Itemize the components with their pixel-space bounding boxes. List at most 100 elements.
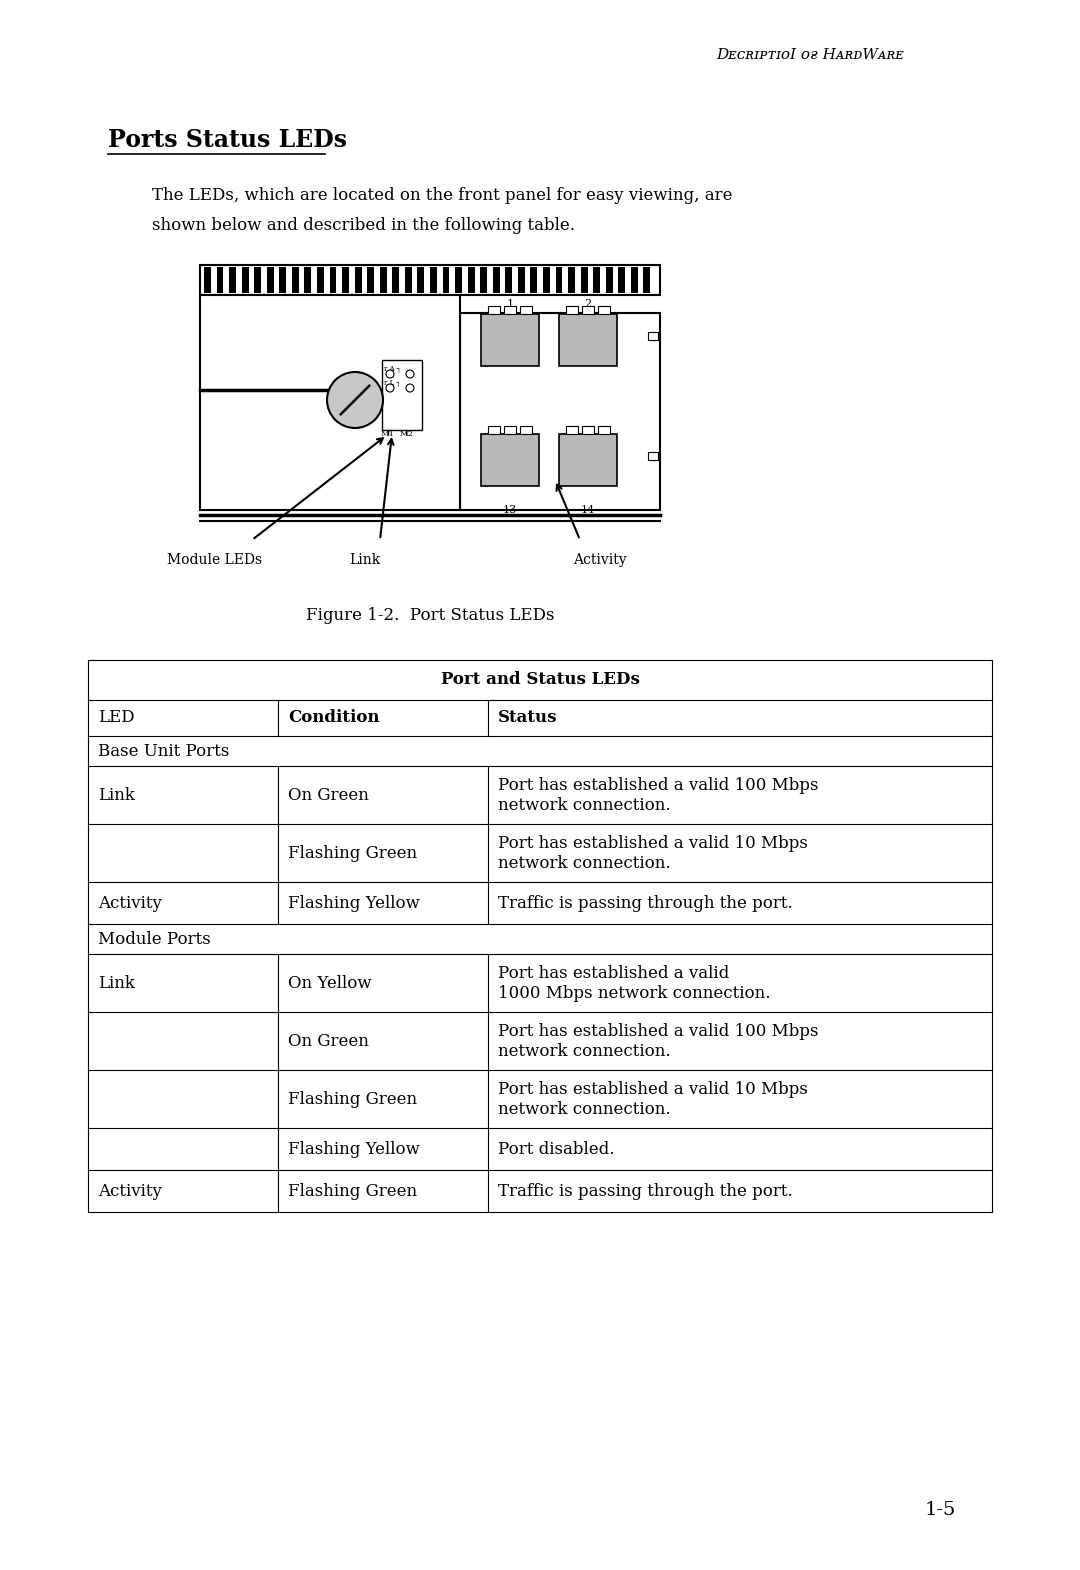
Bar [455,267,462,294]
Text: 2: 2 [584,298,592,309]
Text: Flashing Green: Flashing Green [288,845,417,862]
Bar [606,267,612,294]
Text: Port has established a valid 10 Mbps: Port has established a valid 10 Mbps [498,1080,808,1097]
Text: Flashing Yellow: Flashing Yellow [288,1140,420,1157]
Text: Link: Link [98,787,135,804]
Circle shape [386,385,394,392]
Text: Port has established a valid 10 Mbps: Port has established a valid 10 Mbps [498,835,808,851]
Bar [644,267,650,294]
Circle shape [386,371,394,378]
Bar [559,314,617,366]
Text: network connection.: network connection. [498,1042,671,1060]
Bar [342,267,349,294]
Text: Traffic is passing through the port.: Traffic is passing through the port. [498,1182,793,1199]
Bar [568,267,575,294]
Text: 13: 13 [503,506,517,515]
Bar [217,267,224,294]
Bar [405,267,411,294]
Text: network connection.: network connection. [498,854,671,871]
Text: 14: 14 [581,506,595,515]
Text: 1000 Mbps network connection.: 1000 Mbps network connection. [498,984,770,1002]
Bar [443,267,449,294]
Text: 1-5: 1-5 [924,1501,956,1520]
Bar [481,433,539,487]
Bar [519,425,532,433]
Text: M1: M1 [381,430,395,438]
Text: Port and Status LEDs: Port and Status LEDs [441,672,639,689]
Bar [242,267,248,294]
Bar [593,267,600,294]
Text: Port has established a valid: Port has established a valid [498,964,729,981]
Bar [430,267,437,294]
Text: Activity: Activity [98,895,162,912]
Bar [648,452,658,460]
Bar [200,265,660,295]
Text: Port has established a valid 100 Mbps: Port has established a valid 100 Mbps [498,1022,819,1039]
Text: network connection.: network connection. [498,796,671,813]
Bar [566,425,578,433]
Bar [582,306,594,314]
Bar [418,267,424,294]
Text: Module LEDs: Module LEDs [167,553,262,567]
Circle shape [406,371,414,378]
Bar [566,306,578,314]
Text: Flashing Green: Flashing Green [288,1091,417,1107]
Text: Figure 1-2.  Port Status LEDs: Figure 1-2. Port Status LEDs [306,606,554,623]
Bar [492,267,500,294]
Bar [481,314,539,366]
Bar [267,267,273,294]
Bar [229,267,237,294]
Bar [504,425,516,433]
Bar [380,267,387,294]
Circle shape [327,372,383,429]
Bar [488,425,500,433]
Bar [598,306,610,314]
Text: Condition: Condition [288,710,379,727]
Text: Ports Status LEDs: Ports Status LEDs [108,129,347,152]
Text: Port disabled.: Port disabled. [498,1140,615,1157]
Text: Link: Link [349,553,380,567]
Bar [543,267,550,294]
Text: Activity: Activity [98,1182,162,1199]
Bar [582,425,594,433]
Bar [559,433,617,487]
Text: Activity: Activity [573,553,626,567]
Text: On Green: On Green [288,1033,369,1049]
Bar [519,306,532,314]
Bar [280,267,286,294]
Text: Flashing Green: Flashing Green [288,1182,417,1199]
Bar [354,267,362,294]
Text: Traffic is passing through the port.: Traffic is passing through the port. [498,895,793,912]
Bar [598,425,610,433]
Bar [488,306,500,314]
Text: Flashing Yellow: Flashing Yellow [288,895,420,912]
Text: Module Ports: Module Ports [98,931,211,948]
Text: shown below and described in the following table.: shown below and described in the followi… [152,217,575,234]
Text: Port has established a valid 100 Mbps: Port has established a valid 100 Mbps [498,777,819,793]
Bar [481,267,487,294]
Bar [505,267,512,294]
Bar [367,267,374,294]
Bar [292,267,299,294]
Bar [555,267,563,294]
Bar [305,267,311,294]
Text: r L ┐: r L ┐ [384,378,401,386]
Text: Status: Status [498,710,557,727]
Bar [530,267,538,294]
Bar [468,267,474,294]
Bar [648,331,658,341]
Bar [631,267,638,294]
Bar [518,267,525,294]
Circle shape [406,385,414,392]
Text: On Yellow: On Yellow [288,975,372,992]
Text: DᴇᴄʀɪᴘᴛɪᴏӀ ᴏғ HᴀʀᴅWᴀʀᴇ: DᴇᴄʀɪᴘᴛɪᴏӀ ᴏғ HᴀʀᴅWᴀʀᴇ [716,49,904,61]
Bar [254,267,261,294]
Text: The LEDs, which are located on the front panel for easy viewing, are: The LEDs, which are located on the front… [152,187,732,204]
Bar [382,360,422,430]
Bar [392,267,400,294]
Text: network connection.: network connection. [498,1101,671,1118]
Text: On Green: On Green [288,787,369,804]
Bar [200,295,460,510]
Text: Link: Link [98,975,135,992]
Text: M2: M2 [400,430,413,438]
